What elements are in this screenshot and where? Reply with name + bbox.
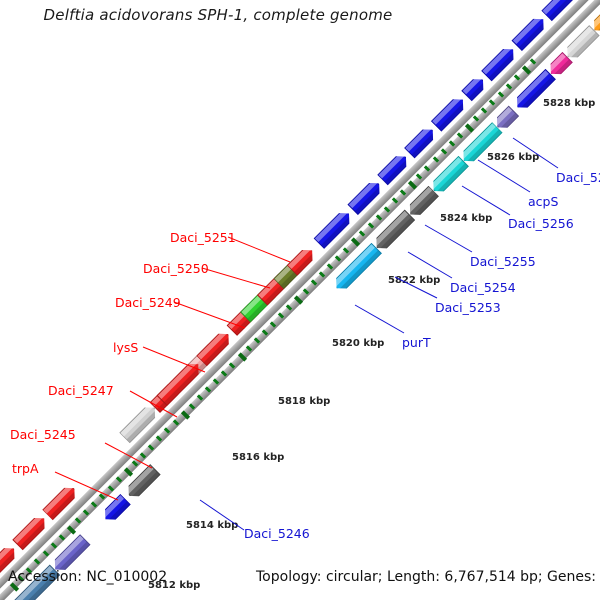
scale-tick-label: 5828 kbp — [543, 98, 596, 109]
gene-feature[interactable] — [347, 178, 384, 215]
gene-label-daci_5254[interactable]: Daci_5254 — [450, 280, 516, 295]
gene-label-lyss[interactable]: lysS — [113, 340, 139, 355]
gene-label-daci_5255[interactable]: Daci_5255 — [470, 254, 536, 269]
scale-tick-label: 5816 kbp — [232, 452, 285, 463]
gene-feature[interactable] — [314, 208, 355, 249]
gene-feature[interactable] — [196, 329, 233, 366]
gene-label-daci_5250[interactable]: Daci_5250 — [143, 261, 209, 276]
gene-purt[interactable] — [331, 243, 382, 294]
scale-tick-label: 5820 kbp — [332, 338, 385, 349]
gene-label-trpa[interactable]: trpA — [12, 461, 39, 476]
gene-label-daci_5258[interactable]: Daci_5258 — [556, 170, 600, 185]
gene-label-acps[interactable]: acpS — [528, 194, 559, 209]
scale-tick-label: 5812 kbp — [148, 580, 201, 591]
gene-label-daci_5245[interactable]: Daci_5245 — [10, 427, 76, 442]
gene-feature[interactable] — [12, 513, 49, 550]
genome-summary-status: Topology: circular; Length: 6,767,514 bp… — [256, 569, 600, 585]
gene-label-daci_5251[interactable]: Daci_5251 — [170, 230, 236, 245]
gene-label-purt[interactable]: purT — [402, 335, 431, 350]
accession-status: Accession: NC_010002 — [8, 569, 168, 585]
page-title-text: Delftia acidovorans SPH-1, complete geno… — [43, 6, 393, 24]
scale-tick-label: 5814 kbp — [186, 520, 239, 531]
gene-label-daci_5247[interactable]: Daci_5247 — [48, 383, 114, 398]
gene-label-daci_5253[interactable]: Daci_5253 — [435, 300, 501, 315]
scale-tick-label: 5826 kbp — [487, 152, 540, 163]
gene-label-daci_5246[interactable]: Daci_5246 — [244, 526, 310, 541]
scale-tick-label: 5818 kbp — [278, 396, 331, 407]
page-title: Delftia acidovorans SPH-1, complete geno… — [0, 6, 600, 24]
gene-daci_5247[interactable] — [119, 402, 160, 443]
gene-feature[interactable] — [431, 94, 468, 131]
gene-label-daci_5249[interactable]: Daci_5249 — [115, 295, 181, 310]
scale-tick-label: 5822 kbp — [388, 275, 441, 286]
scale-tick-label: 5824 kbp — [440, 213, 493, 224]
gene-feature[interactable] — [42, 483, 79, 520]
gene-label-daci_5256[interactable]: Daci_5256 — [508, 216, 574, 231]
